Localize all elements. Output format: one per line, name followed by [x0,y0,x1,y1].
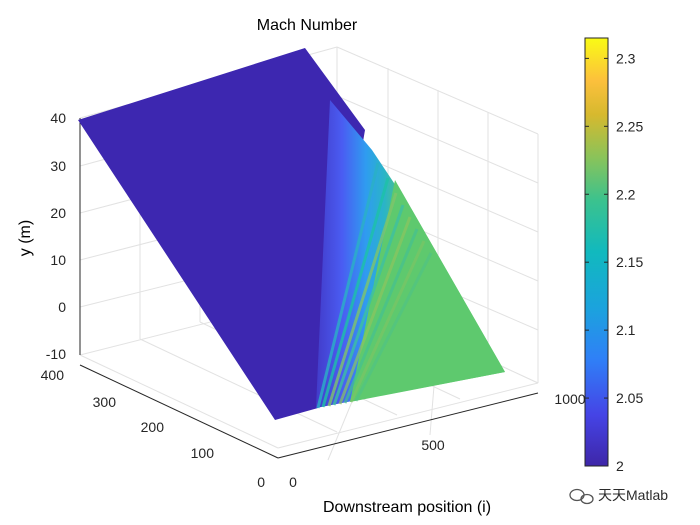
y-tick-label: 20 [50,205,66,221]
x-tick-label: 500 [421,437,445,453]
colorbar-tick-label: 2.15 [616,254,643,270]
colorbar-gradient [584,37,609,467]
axis-lines [79,118,539,459]
surface-downstream [350,180,505,402]
y-axis-label: y (m) [17,220,34,256]
depth-tick-label: 100 [191,445,215,461]
watermark-text: 天天Matlab [598,487,668,503]
chart-title: Mach Number [257,17,358,34]
colorbar-tick-label: 2.25 [616,118,643,134]
x-axis-label: Downstream position (i) [323,499,491,516]
x-tick-label: 0 [289,474,297,490]
wechat-icon [569,488,594,505]
depth-tick-label: 400 [41,367,65,383]
watermark: 天天Matlab [569,487,668,505]
surface-waves [316,162,433,409]
colorbar-tick-label: 2.2 [616,186,636,202]
colorbar-tick-label: 2.3 [616,50,636,66]
colorbar-tick-label: 2 [616,458,624,474]
y-tick-label: 10 [50,252,66,268]
y-tick-label: 40 [50,110,66,126]
y-ticks: 40 30 20 10 0 -10 [46,110,66,362]
x-ticks: 0 500 1000 [289,391,586,490]
depth-tick-label: 300 [93,394,117,410]
y-tick-label: -10 [46,346,66,362]
y-tick-label: 0 [58,299,66,315]
depth-ticks: 400 300 200 100 0 [41,367,266,490]
colorbar: 2 2.05 2.1 2.15 2.2 2.25 2.3 [584,37,643,474]
colorbar-tick-label: 2.05 [616,390,643,406]
depth-tick-label: 200 [141,419,165,435]
x-tick-label: 1000 [554,391,585,407]
surface-upstream [78,48,365,420]
y-tick-label: 30 [50,158,66,174]
colorbar-tick-label: 2.1 [616,322,636,338]
depth-tick-label: 0 [257,474,265,490]
